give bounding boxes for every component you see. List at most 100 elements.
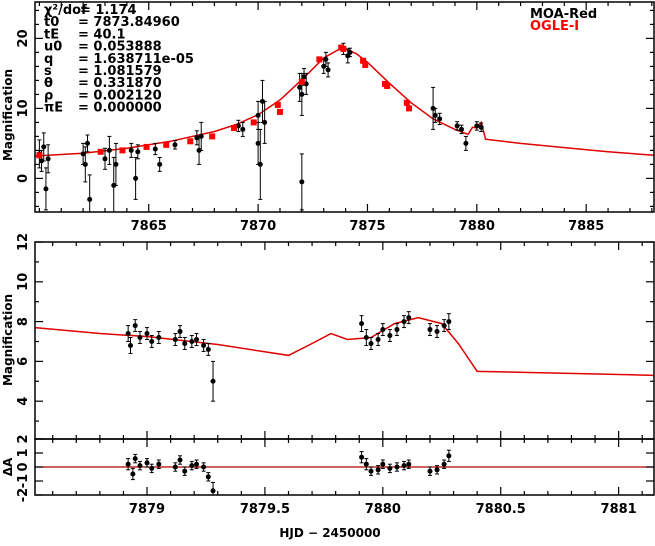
fit-param-value: = 1.081579	[78, 64, 162, 79]
moa-point	[446, 319, 452, 325]
fit-param-name: u0	[44, 40, 62, 55]
residual-point	[368, 468, 374, 474]
legend-ogle: OGLE-I	[530, 19, 579, 34]
moa-point	[363, 335, 369, 341]
x-axis-label: HJD − 2450000	[279, 526, 380, 540]
moa-point	[406, 315, 412, 321]
moa-point	[144, 331, 150, 337]
fit-param-value: = 0.002120	[78, 88, 162, 103]
y-tick-label: 8	[16, 317, 31, 326]
moa-point	[41, 144, 47, 150]
model-curve	[34, 316, 655, 377]
x-tick-label: 7880	[459, 219, 495, 234]
x-tick-label: 7875	[349, 219, 385, 234]
ogle-point	[316, 56, 323, 63]
y-tick-label: 6	[16, 357, 31, 366]
y-tick-label: 20	[16, 29, 31, 47]
fit-param-value: = 7873.84960	[78, 15, 180, 30]
ogle-point	[403, 99, 410, 106]
moa-point	[172, 142, 178, 148]
moa-point	[380, 327, 386, 333]
fit-param-name: χ²/dof	[44, 3, 87, 18]
ogle-point	[362, 62, 369, 68]
ogle-point	[209, 133, 216, 140]
residual-point	[441, 461, 447, 467]
y-tick-label: -1	[16, 474, 31, 488]
moa-point	[257, 161, 263, 167]
residual-point	[380, 461, 386, 467]
fit-param-value: = 0.000000	[78, 101, 162, 116]
fit-param-name: ρ	[44, 88, 53, 103]
fit-param-name: s	[44, 64, 52, 79]
y-axis-label-top: Magnification	[1, 69, 15, 161]
ogle-point	[231, 125, 238, 131]
moa-point	[137, 335, 143, 341]
moa-point	[255, 112, 261, 118]
moa-point	[87, 196, 93, 202]
moa-point	[177, 329, 183, 335]
fit-param-name: θ	[44, 76, 53, 91]
residual-point	[149, 465, 155, 471]
residual-point	[156, 461, 162, 467]
y-tick-label: 2	[16, 434, 31, 443]
ogle-point	[298, 78, 305, 85]
moa-point	[375, 337, 381, 343]
moa-point	[39, 158, 45, 164]
moa-point	[128, 342, 134, 348]
residual-point	[182, 468, 188, 474]
x-tick-label: 7879	[129, 502, 165, 517]
moa-point	[427, 327, 433, 333]
moa-point	[240, 126, 246, 132]
x-tick-label: 7870	[240, 219, 276, 234]
fit-param-value: = 0.053888	[78, 40, 162, 55]
fit-param-name: πE	[44, 101, 63, 116]
moa-point	[132, 323, 138, 329]
zoom-panel: 4 6 8 10 12	[16, 233, 655, 440]
y-tick-label: 10	[16, 273, 31, 291]
residual-point	[363, 461, 369, 467]
residual-point	[446, 453, 452, 459]
y-tick-label: 12	[16, 233, 31, 251]
moa-point	[474, 123, 480, 129]
legend-moa: MOA-Red	[530, 7, 597, 22]
fit-param-name: t0	[44, 15, 59, 30]
fit-param-value: = 0.331870	[78, 76, 162, 91]
moa-point	[133, 175, 139, 181]
residual-point	[172, 464, 178, 470]
moa-point	[463, 140, 469, 146]
y-tick-label: 4	[16, 397, 31, 406]
moa-point	[478, 124, 484, 130]
fit-param-name: tE	[44, 27, 59, 42]
ogle-point	[274, 101, 281, 108]
ogle-point	[384, 83, 391, 89]
moa-point	[299, 91, 305, 97]
ogle-point	[340, 45, 347, 52]
ogle-point	[187, 138, 194, 145]
moa-point	[297, 84, 303, 90]
moa-point	[303, 81, 309, 87]
x-tick-label: 7885	[568, 219, 604, 234]
residual-point	[375, 467, 381, 473]
moa-point	[401, 319, 407, 325]
moa-point	[235, 123, 241, 129]
residual-point	[201, 464, 207, 470]
y-axis-label-residual: ΔA	[1, 457, 15, 476]
moa-point	[201, 342, 207, 348]
moa-point	[172, 337, 178, 343]
moa-point	[196, 147, 202, 153]
moa-point	[255, 140, 261, 146]
moa-point	[84, 140, 90, 146]
moa-point	[434, 329, 440, 335]
moa-point	[102, 156, 108, 162]
residual-point	[132, 456, 138, 462]
residual-point	[359, 454, 365, 460]
moa-point	[301, 74, 307, 80]
residual-point	[205, 474, 211, 480]
residual-point	[130, 471, 136, 477]
moa-point	[430, 105, 436, 111]
moa-point	[45, 156, 51, 162]
y-tick-label: 0	[16, 462, 31, 471]
moa-point	[259, 98, 265, 104]
moa-point	[368, 340, 374, 346]
moa-point	[189, 338, 195, 344]
